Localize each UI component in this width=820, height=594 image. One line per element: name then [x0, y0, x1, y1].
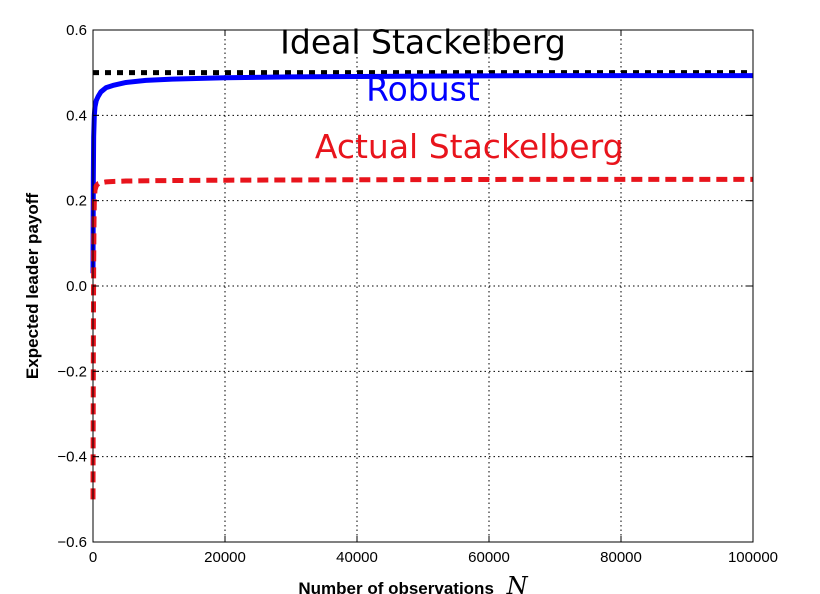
y-tick-label: −0.4	[57, 449, 87, 466]
y-tick-label: 0.2	[66, 193, 87, 210]
y-tick-label: 0.0	[66, 278, 87, 295]
x-tick-label: 40000	[336, 549, 378, 566]
series-line-robust	[90, 73, 753, 274]
y-tick-label: −0.6	[57, 534, 87, 551]
y-tick-label: 0.6	[66, 22, 87, 39]
tick-layer: 0 20000 40000 60000 80000 100000 −0.6 −0.4 −0.2 0…	[57, 22, 778, 566]
x-tick-label: 80000	[600, 549, 642, 566]
annotation-ideal-stackelberg: Ideal Stackelberg	[280, 22, 566, 61]
x-tick-label: 20000	[204, 549, 246, 566]
annot-layer: Ideal Stackelberg Robust Actual Stackelber…	[280, 22, 623, 166]
annotation-actual-stackelberg: Actual Stackelberg	[315, 127, 624, 166]
grid-layer	[93, 30, 753, 542]
y-tick-label: 0.4	[66, 107, 87, 124]
x-axis-label-var: N	[506, 572, 529, 594]
y-axis-label: Expected leader payoff	[23, 193, 42, 379]
annotation-robust: Robust	[366, 69, 480, 108]
series-layer	[90, 70, 753, 500]
x-axis-label: Number of observations N	[298, 572, 528, 594]
x-tick-label: 60000	[468, 549, 510, 566]
series-line-actual-stackelberg	[90, 176, 753, 500]
x-tick-label: 100000	[728, 549, 778, 566]
y-tick-label: −0.2	[57, 363, 87, 380]
x-tick-label: 0	[89, 549, 97, 566]
x-axis-label-text: Number of observations	[298, 579, 494, 594]
